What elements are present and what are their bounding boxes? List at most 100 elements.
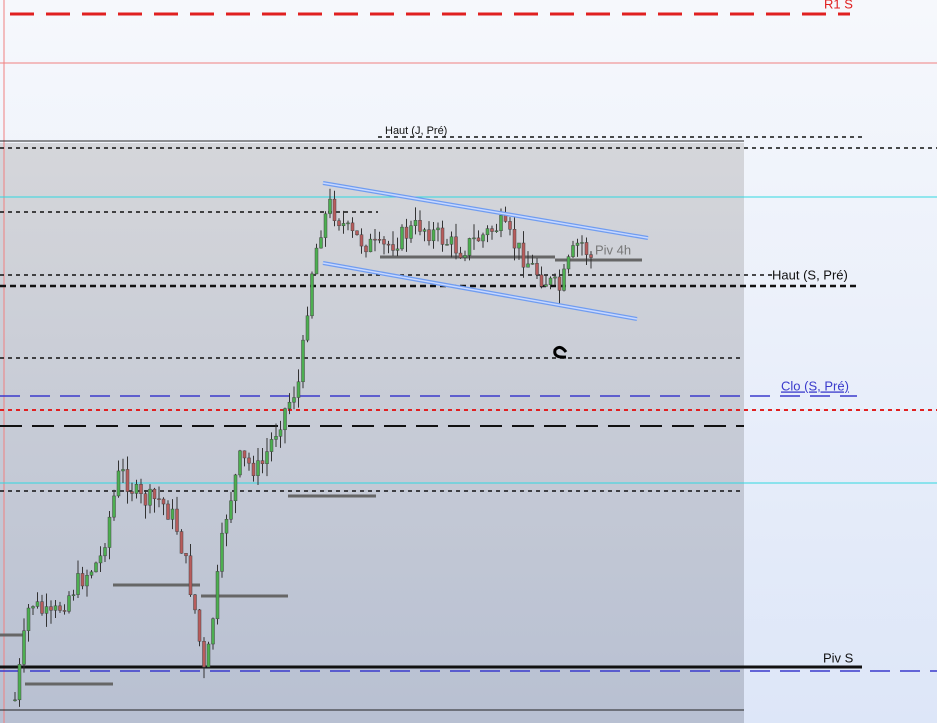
candle-body [359,234,364,247]
candle-body [233,474,238,502]
candle-body [463,255,467,258]
candle-body [490,228,494,232]
candle-body [121,469,125,472]
candle-body [580,242,584,244]
candle-body [485,228,490,236]
candle-body [206,643,211,668]
candle-body [287,401,292,409]
candle-body [449,236,454,245]
candle-body [530,263,535,265]
candle-body [170,508,175,520]
candle-body [220,532,224,572]
candle-body [373,238,377,241]
candle-body [256,460,260,476]
candle-body [436,227,440,231]
candle-body [526,263,530,268]
candle-body [499,215,503,231]
candle-body [179,531,184,554]
candle-body [238,450,242,476]
clo-label: Clo (S, Pré) [781,378,849,393]
candle-body [202,640,206,668]
candle-body [323,213,328,238]
candle-body [242,450,247,459]
candle-body [409,225,413,239]
candle-body [503,215,508,222]
candle-body [22,630,26,665]
candle-body [211,618,215,645]
candle-body [553,276,557,279]
candle-body [445,244,449,246]
candle-body [517,242,521,249]
session-area [0,143,744,723]
candle-body [476,237,481,242]
candle-body [544,284,548,287]
candle-body [157,498,161,500]
candle-body [584,242,589,255]
candle-body [431,229,436,242]
candles [13,188,593,707]
piv-4h-label: Piv 4h [595,242,631,257]
candle-body [35,601,40,607]
candle-body [229,500,233,520]
candle-body [134,484,139,494]
candle-body [305,315,310,341]
candle-body [395,248,400,251]
candle-body [575,242,580,246]
candle-body [562,268,566,291]
candle-body [571,245,575,257]
candle-body [458,252,463,258]
candle-body [319,237,323,249]
candle-body [152,488,157,499]
candle-body [521,242,526,268]
candle-body [535,263,539,276]
candle-body [76,573,80,595]
candle-body [494,230,499,232]
candle-body [40,601,44,614]
candle-body [13,699,17,702]
candle-body [85,575,89,587]
candle-body [364,245,368,253]
candle-body [472,237,476,240]
candle-body [332,198,337,221]
candle-body [467,238,472,256]
candle-body [454,236,458,254]
candle-body [589,254,593,258]
candle-body [166,503,170,520]
candle-body [292,397,296,403]
candle-body [44,606,49,614]
candle-body [89,571,94,576]
candle-body [283,408,287,431]
candle-body [224,519,229,534]
candle-body [31,606,35,609]
candle-body [98,555,103,564]
candle-body [274,436,278,440]
candle-body [112,495,116,518]
candle-body [346,222,350,225]
candle-body [260,460,265,464]
candle-body [386,243,391,246]
candle-body [337,220,341,227]
candle-body [427,229,431,242]
candle-body [116,470,121,497]
candle-body [247,457,251,464]
pivot-segments [0,255,642,686]
candle-body [107,516,112,548]
candle-body [188,555,193,596]
candle-body [310,273,314,317]
piv-s-label: Piv S [823,650,854,665]
candle-body [80,573,85,587]
candle-body [49,606,53,611]
candle-body [400,226,404,250]
candle-body [377,239,382,241]
candle-body [215,571,220,619]
candle-body [53,605,58,611]
candle-body [539,274,544,287]
candle-body [314,247,319,275]
candle-body [103,547,107,557]
candle-body [355,230,359,236]
candle-body [71,594,76,596]
candle-body [62,610,67,612]
candle-body [130,491,134,494]
haut-s-label: Haut (S, Pré) [772,267,848,282]
